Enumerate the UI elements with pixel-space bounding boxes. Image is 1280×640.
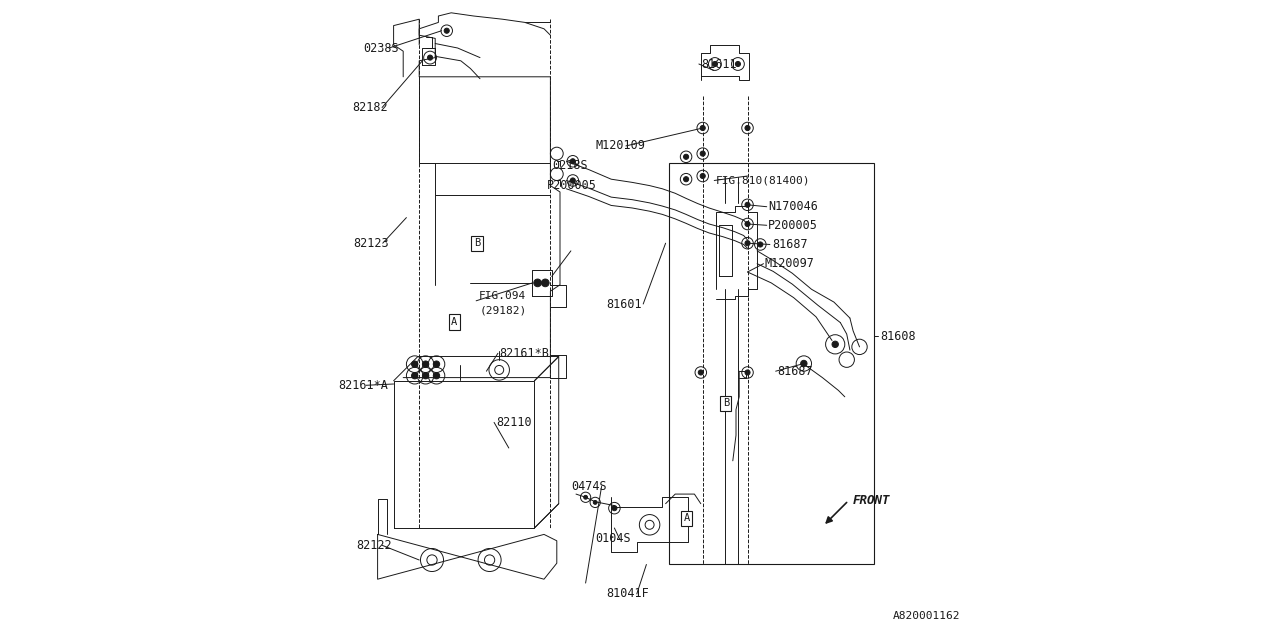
- Text: 81601: 81601: [607, 298, 641, 310]
- Text: 81687: 81687: [777, 365, 813, 378]
- Circle shape: [745, 125, 750, 131]
- Text: FIG.810(81400): FIG.810(81400): [716, 175, 810, 186]
- Circle shape: [700, 151, 705, 156]
- Text: 82161*B: 82161*B: [499, 347, 549, 360]
- Circle shape: [700, 125, 705, 131]
- Circle shape: [571, 178, 575, 183]
- Text: 81608: 81608: [881, 330, 915, 342]
- Text: B: B: [474, 238, 480, 248]
- Text: 82182: 82182: [352, 101, 388, 114]
- Text: 81687: 81687: [772, 238, 808, 251]
- Circle shape: [444, 28, 449, 33]
- Text: (29182): (29182): [480, 305, 527, 316]
- Circle shape: [412, 361, 417, 367]
- Circle shape: [433, 372, 440, 379]
- Circle shape: [422, 361, 429, 367]
- Text: 0218S: 0218S: [553, 159, 588, 172]
- Circle shape: [736, 61, 740, 67]
- Text: N170046: N170046: [768, 200, 818, 213]
- Circle shape: [745, 221, 750, 227]
- Circle shape: [713, 61, 717, 67]
- Text: M120097: M120097: [765, 257, 814, 270]
- Circle shape: [594, 500, 596, 504]
- Text: A: A: [684, 513, 690, 524]
- Circle shape: [684, 177, 689, 182]
- Text: FRONT: FRONT: [852, 494, 890, 507]
- Circle shape: [832, 341, 838, 348]
- Text: 0474S: 0474S: [571, 480, 607, 493]
- Circle shape: [745, 370, 750, 375]
- Text: A: A: [452, 317, 457, 327]
- Text: P200005: P200005: [548, 179, 596, 192]
- Text: 82110: 82110: [497, 416, 531, 429]
- Circle shape: [433, 361, 440, 367]
- Text: 0238S: 0238S: [364, 42, 399, 54]
- Circle shape: [412, 372, 417, 379]
- Circle shape: [745, 241, 750, 246]
- Text: 82123: 82123: [353, 237, 389, 250]
- Circle shape: [584, 495, 588, 499]
- Text: B: B: [723, 398, 728, 408]
- Circle shape: [428, 55, 433, 60]
- Circle shape: [612, 506, 617, 511]
- Bar: [668, 163, 873, 564]
- Circle shape: [745, 202, 750, 207]
- Text: M120109: M120109: [595, 140, 645, 152]
- Circle shape: [541, 279, 549, 287]
- Circle shape: [684, 154, 689, 159]
- Circle shape: [700, 173, 705, 179]
- Text: P200005: P200005: [768, 219, 818, 232]
- Text: FIG.094: FIG.094: [479, 291, 526, 301]
- Text: 82122: 82122: [356, 539, 392, 552]
- Circle shape: [534, 279, 541, 287]
- Text: 0104S: 0104S: [595, 532, 631, 545]
- Circle shape: [422, 372, 429, 379]
- Text: 82161*A: 82161*A: [338, 379, 388, 392]
- Text: 81611: 81611: [701, 58, 737, 70]
- Circle shape: [571, 159, 575, 164]
- Text: 81041F: 81041F: [607, 588, 649, 600]
- Circle shape: [699, 370, 704, 375]
- Text: A820001162: A820001162: [893, 611, 960, 621]
- Circle shape: [758, 242, 763, 247]
- Circle shape: [801, 360, 808, 367]
